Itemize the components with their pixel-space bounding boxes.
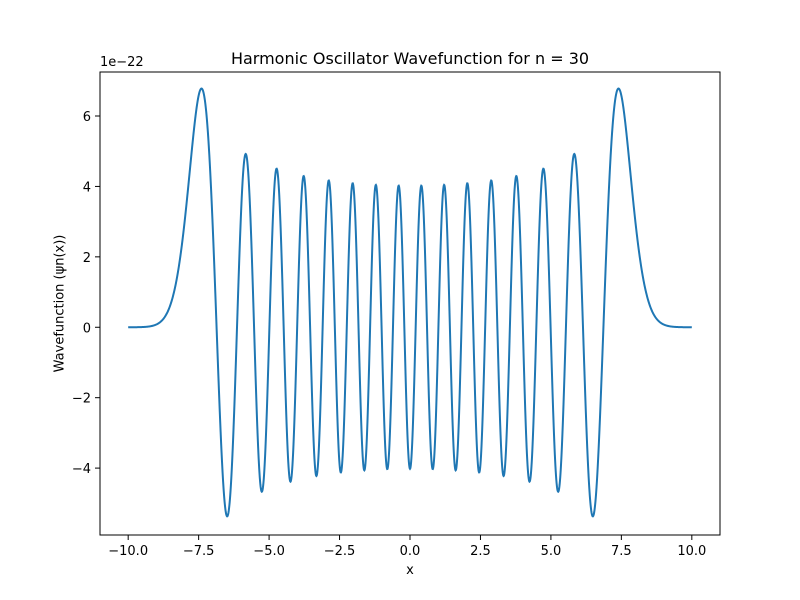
series-line (128, 87, 692, 518)
x-tick-label: 10.0 (677, 544, 706, 559)
x-tick-label: −5.0 (253, 544, 285, 559)
plot-area (128, 87, 692, 518)
y-tick-label: −2 (72, 392, 91, 407)
x-axis: −10.0 −7.5 −5.0 −2.5 0.0 2.5 5.0 7.5 10.0 (108, 535, 706, 559)
y-axis-offset-label: 1e−22 (100, 55, 144, 70)
y-tick-label: 4 (83, 180, 91, 195)
y-axis: −4 −2 0 2 4 6 (72, 110, 100, 477)
x-tick-label: 7.5 (611, 544, 632, 559)
y-tick-label: 2 (83, 251, 91, 266)
x-tick-label: 2.5 (470, 544, 491, 559)
chart-title: Harmonic Oscillator Wavefunction for n =… (231, 49, 589, 68)
y-tick-label: 6 (83, 110, 91, 125)
y-tick-label: −4 (72, 462, 91, 477)
x-tick-label: 0.0 (400, 544, 421, 559)
x-tick-label: −10.0 (108, 544, 148, 559)
x-tick-label: −2.5 (324, 544, 356, 559)
x-tick-label: 5.0 (541, 544, 562, 559)
y-axis-label: Wavefunction (ψn(x)) (53, 235, 68, 373)
y-tick-label: 0 (83, 321, 91, 336)
x-axis-label: x (406, 563, 414, 578)
x-tick-label: −7.5 (183, 544, 215, 559)
